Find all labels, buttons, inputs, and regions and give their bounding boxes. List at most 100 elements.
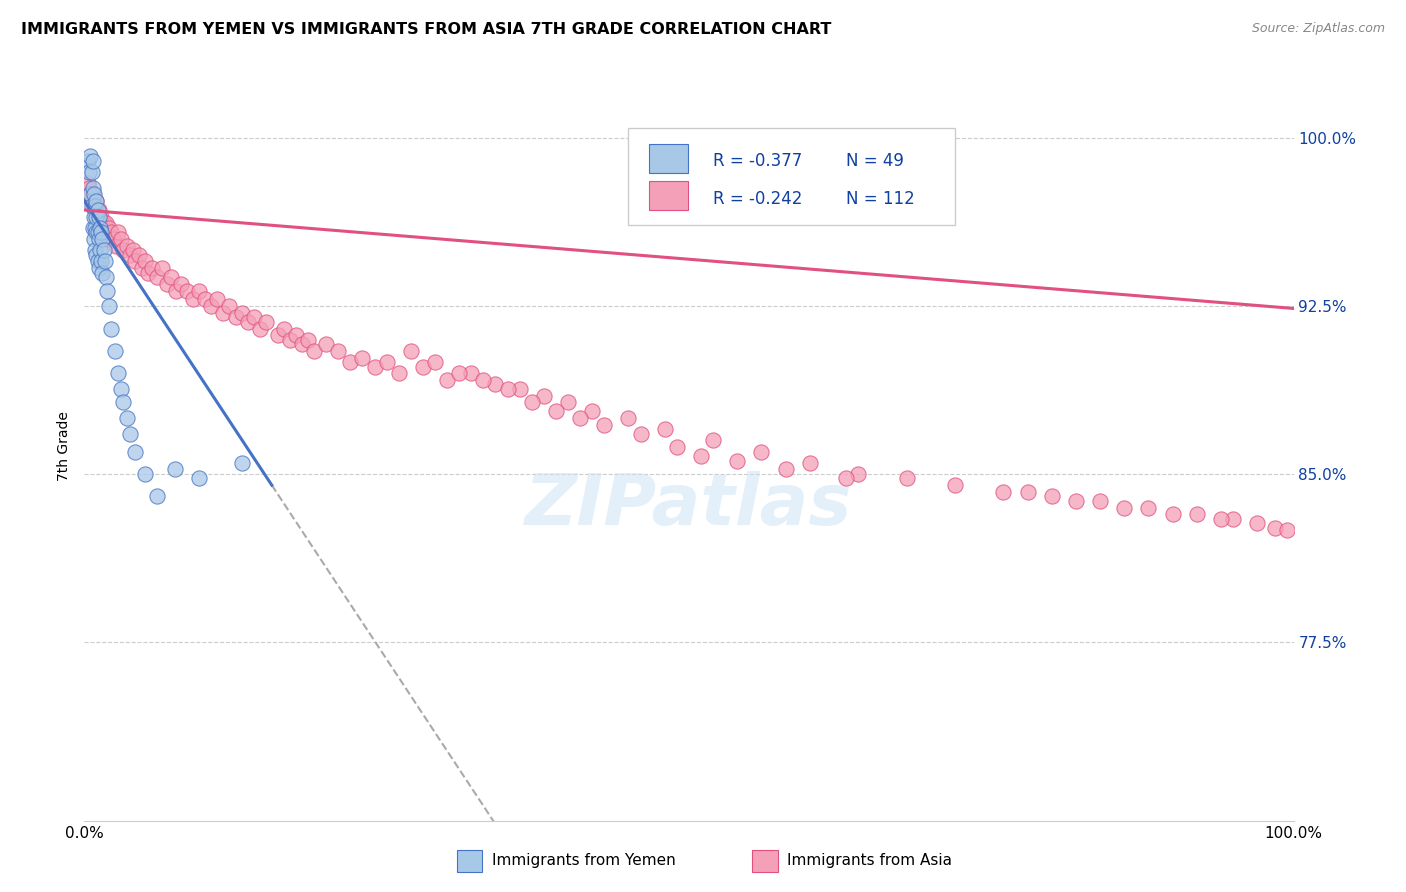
Point (1209, 511, 1232, 525)
Text: N = 49: N = 49 (846, 153, 904, 170)
FancyBboxPatch shape (650, 181, 688, 210)
Point (93, 244, 115, 258)
Point (84, 198, 107, 212)
Point (100, 226, 122, 240)
Point (124, 254, 146, 268)
Point (200, 299, 222, 313)
Point (120, 426, 142, 441)
Point (1161, 507, 1184, 521)
Point (496, 382, 519, 396)
Point (79, 187, 101, 202)
Point (90, 210, 112, 224)
Point (249, 321, 271, 335)
Point (1088, 493, 1111, 508)
Text: R = -0.242: R = -0.242 (713, 190, 803, 208)
Point (115, 239, 138, 253)
Point (188, 284, 211, 298)
Point (110, 382, 132, 396)
Point (509, 382, 531, 396)
Point (375, 355, 398, 369)
Point (702, 434, 724, 448)
Text: Immigrants from Yemen: Immigrants from Yemen (492, 853, 676, 868)
Point (112, 244, 135, 258)
Point (82, 153, 104, 168)
FancyBboxPatch shape (650, 144, 688, 172)
Point (84, 202, 107, 217)
Point (449, 367, 471, 381)
Point (83, 232, 105, 246)
Point (1017, 484, 1039, 499)
Point (363, 359, 385, 374)
Point (91, 266, 114, 280)
Point (80, 165, 103, 179)
Point (1040, 489, 1063, 503)
Point (993, 484, 1015, 499)
Point (104, 343, 127, 358)
Point (86, 248, 108, 262)
Point (150, 261, 173, 276)
Point (751, 444, 773, 458)
Point (80, 198, 103, 212)
Y-axis label: 7th Grade: 7th Grade (58, 411, 72, 481)
Point (188, 471, 211, 485)
Point (617, 411, 640, 425)
Point (176, 284, 198, 298)
Point (86, 254, 108, 268)
Text: N = 112: N = 112 (846, 190, 915, 208)
Point (160, 270, 183, 285)
Point (165, 284, 187, 298)
Text: Source: ZipAtlas.com: Source: ZipAtlas.com (1251, 22, 1385, 36)
Point (110, 232, 132, 246)
Point (79, 187, 101, 202)
Point (90, 254, 112, 268)
Point (77, 176, 100, 190)
Point (134, 254, 156, 268)
Point (725, 453, 748, 467)
Point (242, 310, 264, 325)
Text: ZIPatlas: ZIPatlas (526, 472, 852, 541)
Point (134, 467, 156, 481)
Point (339, 355, 361, 369)
Point (533, 389, 555, 403)
Point (315, 337, 337, 351)
Point (86, 194, 108, 208)
Point (94, 217, 117, 231)
Point (100, 321, 122, 335)
Point (79, 149, 101, 163)
Point (690, 449, 713, 463)
Point (86, 226, 108, 240)
Point (112, 395, 135, 409)
Point (1185, 507, 1208, 521)
Point (943, 478, 966, 492)
Point (91, 221, 114, 235)
Point (352, 351, 374, 365)
Point (83, 198, 105, 212)
Point (89, 217, 111, 231)
Point (775, 462, 797, 476)
Point (146, 270, 169, 285)
Point (412, 359, 434, 374)
Point (207, 293, 229, 307)
Point (107, 367, 129, 381)
Point (593, 417, 616, 432)
Point (115, 411, 138, 425)
Point (236, 315, 259, 329)
Point (302, 343, 325, 358)
Point (557, 395, 579, 409)
Point (544, 404, 567, 418)
Point (388, 367, 411, 381)
Point (231, 456, 253, 470)
Point (278, 333, 301, 347)
Point (285, 328, 308, 343)
Point (520, 395, 543, 409)
Point (84, 221, 107, 235)
Point (291, 337, 314, 351)
Point (89, 244, 111, 258)
Point (297, 333, 319, 347)
Point (120, 248, 142, 262)
Point (1277, 523, 1299, 537)
Point (460, 367, 482, 381)
Point (846, 467, 869, 481)
Point (97, 299, 120, 313)
Text: IMMIGRANTS FROM YEMEN VS IMMIGRANTS FROM ASIA 7TH GRADE CORRELATION CHART: IMMIGRANTS FROM YEMEN VS IMMIGRANTS FROM… (21, 22, 831, 37)
